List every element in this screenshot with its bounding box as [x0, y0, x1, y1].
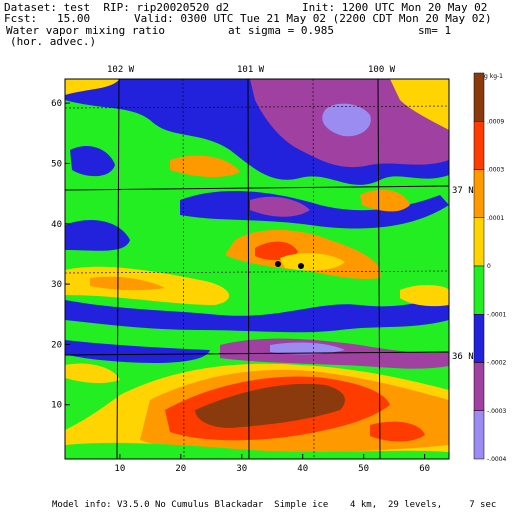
sigma-label: at sigma = 0.985 [228, 24, 334, 37]
heatmap-field [65, 79, 449, 459]
storm-dot-1 [275, 261, 281, 267]
legend-swatch [473, 314, 485, 363]
lat-label-37n: 37 N [452, 186, 474, 196]
legend-unit: g kg-1 [484, 73, 503, 80]
sw-blue-band [65, 340, 210, 363]
central-blue-streak [180, 190, 449, 229]
legend-level-label: -.0001 [487, 311, 507, 318]
y-tick-label: 50 [51, 159, 62, 169]
legend-swatch [473, 362, 485, 411]
x-tick-label: 30 [236, 464, 247, 474]
north-lavender-region [322, 103, 371, 137]
legend-level-label: .0001 [487, 215, 504, 222]
field-label: Water vapor mixing ratio [6, 24, 165, 37]
fcst-label: Fcst: 15.00 [4, 12, 91, 25]
model-info: Model info: V3.5.0 No Cumulus Blackadar … [52, 500, 497, 510]
west-yellow-small [65, 363, 120, 384]
lon-label-100w: 100 W [368, 65, 396, 75]
y-tick-label: 20 [51, 340, 62, 350]
upper-orange-streak [170, 155, 240, 178]
state-boundaries [65, 79, 449, 459]
x-tick-label: 20 [175, 464, 186, 474]
legend-swatch [473, 72, 485, 122]
south-brown-region [195, 383, 345, 428]
central-purple-streak [250, 196, 310, 217]
color-legend: .0009 .0003 .0001 0 -.0001 -.0002 -.0003 -.0004 [473, 72, 507, 463]
south-lavender-streak [270, 342, 345, 355]
west-orange-band [90, 276, 165, 291]
west-blue-patch [65, 220, 130, 251]
legend-level-label: .0003 [487, 167, 504, 174]
legend-level-label: -.0003 [487, 408, 507, 415]
legend-level-label: .0009 [487, 118, 504, 125]
legend-swatch [473, 121, 485, 170]
valid-label: Valid: 0300 UTC Tue 21 May 02 (2200 CDT … [134, 12, 492, 25]
lon-label-101w: 101 W [237, 65, 265, 75]
y-tick-label: 60 [51, 99, 62, 109]
mid-blue-band [65, 295, 449, 333]
x-tick-label: 40 [297, 464, 308, 474]
legend-swatch [473, 265, 485, 315]
north-yellow-patch [390, 79, 449, 130]
se-red-patch [370, 421, 425, 442]
central-yellow-region [280, 253, 345, 271]
advec-label: (hor. advec.) [10, 35, 97, 48]
x-tick-label: 60 [419, 464, 430, 474]
y-tick-label: 30 [51, 280, 62, 290]
x-axis: 10 20 30 40 50 60 [114, 454, 430, 474]
y-tick-label: 40 [51, 220, 62, 230]
storm-dot-2 [298, 263, 304, 269]
y-tick-label: 10 [51, 401, 62, 411]
dataset-label: Dataset: test RIP: rip20020520 d2 [4, 1, 230, 14]
county-boundaries [65, 79, 449, 459]
legend-level-label: -.0002 [487, 360, 507, 367]
init-label: Init: 1200 UTC Mon 20 May 02 [302, 1, 488, 14]
legend-swatch [473, 410, 485, 460]
south-edge-green [65, 442, 449, 459]
ne-orange-patch [360, 189, 410, 212]
x-tick-label: 50 [358, 464, 369, 474]
legend-swatch [473, 217, 485, 267]
sm-label: sm= 1 [418, 24, 452, 37]
nw-blue-patch [70, 145, 115, 177]
legend-swatch [473, 169, 485, 218]
x-tick-label: 10 [114, 464, 125, 474]
lat-label-36n: 36 N [452, 352, 474, 362]
legend-level-label: 0 [487, 263, 491, 270]
legend-level-label: -.0004 [487, 456, 507, 463]
y-axis: 10 20 30 40 50 60 [51, 99, 70, 411]
nw-yellow-patch [65, 79, 120, 95]
east-yellow-patch [400, 285, 449, 307]
lon-label-102w: 102 W [107, 65, 135, 75]
central-red-region [255, 241, 298, 261]
plot-frame [64, 78, 450, 460]
